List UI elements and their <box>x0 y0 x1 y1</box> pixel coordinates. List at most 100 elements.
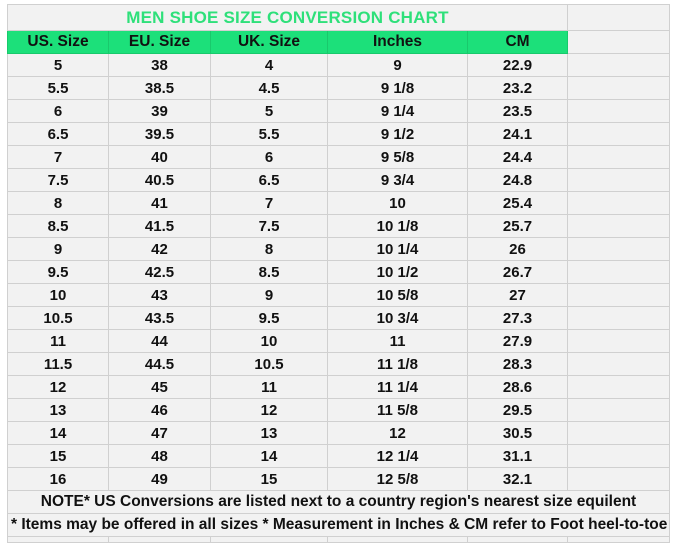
empty-cell[interactable] <box>7 536 109 543</box>
table-cell[interactable]: 12 5/8 <box>327 467 468 491</box>
column-header[interactable]: Inches <box>327 30 468 54</box>
empty-cell[interactable] <box>567 444 670 468</box>
empty-cell[interactable] <box>567 375 670 399</box>
empty-cell[interactable] <box>567 214 670 238</box>
table-cell[interactable]: 39 <box>108 99 211 123</box>
empty-cell[interactable] <box>567 145 670 169</box>
table-cell[interactable]: 9 1/2 <box>327 122 468 146</box>
table-cell[interactable]: 9 3/4 <box>327 168 468 192</box>
table-cell[interactable]: 22.9 <box>467 53 568 77</box>
table-cell[interactable]: 46 <box>108 398 211 422</box>
empty-cell[interactable] <box>567 467 670 491</box>
table-cell[interactable]: 5.5 <box>210 122 328 146</box>
table-cell[interactable]: 12 <box>327 421 468 445</box>
table-cell[interactable]: 7.5 <box>7 168 109 192</box>
table-cell[interactable]: 24.1 <box>467 122 568 146</box>
empty-cell[interactable] <box>567 283 670 307</box>
table-cell[interactable]: 7.5 <box>210 214 328 238</box>
table-cell[interactable]: 11 1/4 <box>327 375 468 399</box>
note-measurements[interactable]: * Items may be offered in all sizes * Me… <box>7 513 670 537</box>
empty-cell[interactable] <box>567 168 670 192</box>
table-cell[interactable]: 10 5/8 <box>327 283 468 307</box>
table-cell[interactable]: 4 <box>210 53 328 77</box>
table-cell[interactable]: 11.5 <box>7 352 109 376</box>
table-cell[interactable]: 6 <box>7 99 109 123</box>
column-header[interactable]: CM <box>467 30 568 54</box>
empty-cell[interactable] <box>567 329 670 353</box>
table-cell[interactable]: 32.1 <box>467 467 568 491</box>
table-cell[interactable]: 43.5 <box>108 306 211 330</box>
empty-cell[interactable] <box>567 122 670 146</box>
table-cell[interactable]: 9 <box>327 53 468 77</box>
table-cell[interactable]: 44 <box>108 329 211 353</box>
table-cell[interactable]: 7 <box>7 145 109 169</box>
table-cell[interactable]: 10 <box>7 283 109 307</box>
table-cell[interactable]: 42.5 <box>108 260 211 284</box>
empty-cell[interactable] <box>567 536 670 543</box>
table-cell[interactable]: 10 1/8 <box>327 214 468 238</box>
table-cell[interactable]: 15 <box>7 444 109 468</box>
table-cell[interactable]: 25.7 <box>467 214 568 238</box>
table-cell[interactable]: 40.5 <box>108 168 211 192</box>
table-cell[interactable]: 14 <box>7 421 109 445</box>
table-cell[interactable]: 9.5 <box>7 260 109 284</box>
column-header[interactable]: EU. Size <box>108 30 211 54</box>
table-cell[interactable]: 10 3/4 <box>327 306 468 330</box>
table-cell[interactable]: 26 <box>467 237 568 261</box>
table-cell[interactable]: 6.5 <box>7 122 109 146</box>
table-cell[interactable]: 39.5 <box>108 122 211 146</box>
table-cell[interactable]: 11 1/8 <box>327 352 468 376</box>
table-cell[interactable]: 13 <box>7 398 109 422</box>
table-cell[interactable]: 38 <box>108 53 211 77</box>
table-cell[interactable]: 9 1/8 <box>327 76 468 100</box>
table-cell[interactable]: 30.5 <box>467 421 568 445</box>
table-cell[interactable]: 13 <box>210 421 328 445</box>
table-cell[interactable]: 10 1/2 <box>327 260 468 284</box>
table-cell[interactable]: 23.2 <box>467 76 568 100</box>
note-conversions[interactable]: NOTE* US Conversions are listed next to … <box>7 490 670 514</box>
table-cell[interactable]: 24.8 <box>467 168 568 192</box>
column-header[interactable]: UK. Size <box>210 30 328 54</box>
table-cell[interactable]: 41 <box>108 191 211 215</box>
table-cell[interactable]: 10 <box>210 329 328 353</box>
table-cell[interactable]: 27.3 <box>467 306 568 330</box>
table-cell[interactable]: 24.4 <box>467 145 568 169</box>
table-cell[interactable]: 5 <box>7 53 109 77</box>
empty-cell[interactable] <box>567 4 670 31</box>
table-cell[interactable]: 25.4 <box>467 191 568 215</box>
table-cell[interactable]: 8.5 <box>7 214 109 238</box>
table-cell[interactable]: 15 <box>210 467 328 491</box>
table-cell[interactable]: 11 <box>327 329 468 353</box>
empty-cell[interactable] <box>567 421 670 445</box>
column-header[interactable]: US. Size <box>7 30 109 54</box>
empty-cell[interactable] <box>567 352 670 376</box>
table-cell[interactable]: 28.6 <box>467 375 568 399</box>
table-cell[interactable]: 5.5 <box>7 76 109 100</box>
table-cell[interactable]: 29.5 <box>467 398 568 422</box>
empty-cell[interactable] <box>567 398 670 422</box>
table-cell[interactable]: 44.5 <box>108 352 211 376</box>
empty-cell[interactable] <box>108 536 211 543</box>
empty-cell[interactable] <box>210 536 328 543</box>
table-cell[interactable]: 31.1 <box>467 444 568 468</box>
table-cell[interactable]: 40 <box>108 145 211 169</box>
empty-cell[interactable] <box>567 30 670 54</box>
table-cell[interactable]: 8 <box>210 237 328 261</box>
empty-cell[interactable] <box>327 536 468 543</box>
chart-title[interactable]: MEN SHOE SIZE CONVERSION CHART <box>7 4 568 31</box>
table-cell[interactable]: 27 <box>467 283 568 307</box>
table-cell[interactable]: 9 5/8 <box>327 145 468 169</box>
empty-cell[interactable] <box>567 237 670 261</box>
table-cell[interactable]: 11 5/8 <box>327 398 468 422</box>
table-cell[interactable]: 9.5 <box>210 306 328 330</box>
table-cell[interactable]: 16 <box>7 467 109 491</box>
table-cell[interactable]: 14 <box>210 444 328 468</box>
table-cell[interactable]: 10 <box>327 191 468 215</box>
table-cell[interactable]: 45 <box>108 375 211 399</box>
empty-cell[interactable] <box>567 306 670 330</box>
table-cell[interactable]: 38.5 <box>108 76 211 100</box>
table-cell[interactable]: 12 <box>210 398 328 422</box>
table-cell[interactable]: 7 <box>210 191 328 215</box>
table-cell[interactable]: 43 <box>108 283 211 307</box>
table-cell[interactable]: 47 <box>108 421 211 445</box>
